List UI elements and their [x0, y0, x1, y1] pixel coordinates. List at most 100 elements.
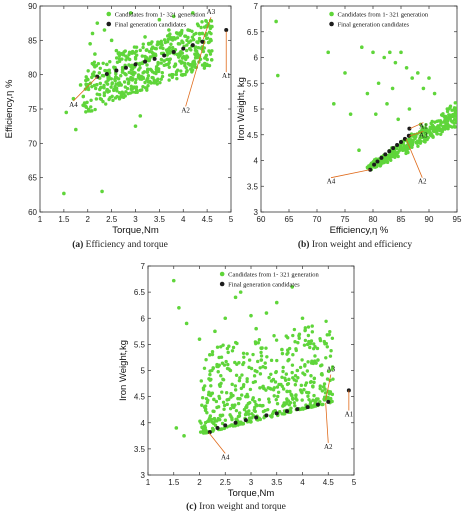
candidate-point [205, 57, 209, 62]
x-tick-label: 90 [425, 215, 434, 224]
candidate-point [134, 77, 138, 82]
candidate-point [275, 402, 280, 406]
final-candidate-point [152, 56, 157, 61]
candidate-point [196, 23, 201, 28]
x-axis-label: Efficiency,η % [330, 225, 389, 236]
candidate-point [125, 77, 130, 81]
candidate-point [195, 40, 199, 44]
candidate-point [147, 49, 152, 54]
y-tick-label: 4 [141, 419, 146, 428]
y-axis-label: Iron Weight, kg [237, 77, 247, 141]
candidate-point [86, 107, 91, 111]
candidate-point [113, 77, 117, 82]
candidate-point [159, 51, 164, 56]
candidate-point [88, 41, 92, 46]
candidate-point [221, 378, 226, 382]
chart-svg: 60 65 70 75 80 85 90 95 3 3.5 4 4.5 5 5.5 6 6.5 7 Efficie… [237, 2, 472, 250]
y-tick-label: 5.5 [134, 340, 146, 349]
panel-caption: (c) Iron weight and torque [186, 501, 286, 512]
candidate-point [94, 64, 99, 68]
candidate-point [285, 389, 289, 394]
candidate-point [200, 403, 204, 407]
candidate-point [187, 40, 191, 45]
candidate-point [210, 352, 215, 357]
candidate-point [179, 69, 183, 73]
candidate-point [140, 54, 145, 58]
candidate-point [460, 115, 463, 118]
candidate-point [469, 94, 472, 97]
candidate-point [303, 372, 307, 377]
candidate-point [469, 92, 472, 95]
candidate-point [312, 376, 317, 381]
candidate-point [323, 391, 328, 395]
final-candidate-point [200, 39, 205, 44]
points-layer [62, 11, 229, 196]
candidate-point [107, 97, 111, 102]
candidate-point [182, 61, 187, 65]
x-tick-label: 3 [249, 478, 254, 487]
x-tick-label: 2 [86, 215, 91, 224]
candidate-point [210, 24, 214, 29]
candidate-point [461, 116, 464, 119]
annotation-arrow [325, 402, 329, 443]
y-tick-label: 4.5 [134, 393, 146, 402]
candidate-point [449, 113, 453, 117]
annotation-label-a3: A3 [327, 366, 336, 374]
annotation-label-a1: A1 [222, 72, 231, 80]
candidate-point [284, 334, 288, 338]
x-axis-label: Torque,Nm [228, 488, 275, 499]
candidate-point [410, 76, 414, 80]
candidate-point [174, 72, 179, 77]
candidate-point [328, 354, 333, 358]
candidate-point [235, 417, 239, 422]
candidate-point [395, 151, 400, 155]
candidate-point [282, 401, 286, 405]
candidate-point [343, 71, 347, 75]
candidate-point [457, 119, 460, 122]
candidate-point [292, 401, 296, 405]
candidate-point [226, 362, 230, 367]
candidate-point [201, 431, 206, 435]
candidate-point [143, 35, 147, 39]
candidate-point [253, 405, 257, 410]
candidate-point [145, 63, 149, 67]
candidate-point [324, 356, 328, 360]
candidate-point [399, 50, 403, 55]
candidate-point [306, 360, 310, 364]
caption-tag: (a) [72, 239, 83, 250]
candidate-point [452, 106, 457, 110]
candidate-point [327, 332, 331, 337]
candidate-point [463, 115, 466, 118]
candidate-point [293, 404, 297, 408]
y-tick-label: 6.5 [247, 28, 259, 37]
candidate-point [435, 126, 440, 131]
candidate-point [146, 84, 150, 88]
candidate-point [281, 387, 286, 391]
candidate-point [290, 363, 295, 367]
candidate-point [180, 51, 185, 55]
candidate-point [125, 56, 130, 60]
annotation-arrow [185, 40, 206, 107]
y-tick-label: 6.5 [134, 288, 146, 297]
final-candidate-point [114, 68, 119, 73]
candidate-point [430, 132, 434, 137]
candidate-point [233, 360, 237, 365]
candidate-point [202, 366, 207, 370]
candidate-point [114, 72, 118, 76]
y-tick-label: 65 [28, 174, 37, 183]
candidate-point [396, 117, 400, 122]
candidate-point [290, 370, 294, 375]
candidate-point [185, 43, 189, 47]
candidate-point [303, 338, 308, 343]
final-candidate-point [379, 155, 384, 160]
candidate-point [291, 376, 295, 380]
candidate-point [153, 52, 158, 56]
candidate-point [305, 342, 310, 347]
candidate-point [374, 112, 378, 116]
candidate-point [168, 35, 172, 40]
candidate-point [199, 25, 203, 30]
candidate-point [257, 397, 262, 402]
candidate-point [242, 355, 246, 359]
candidate-point [188, 62, 192, 67]
candidate-point [244, 394, 248, 399]
